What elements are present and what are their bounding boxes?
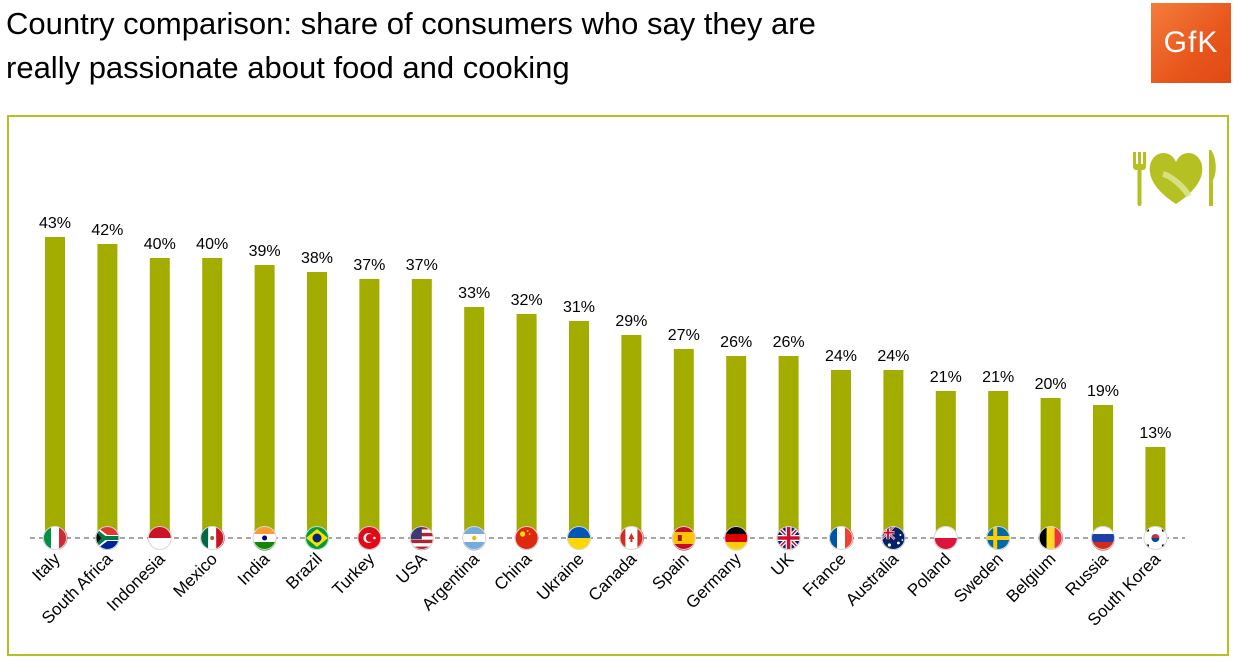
x-tick-label: France [799, 549, 850, 600]
x-tick-label: Canada [585, 549, 641, 605]
data-label: 43% [39, 215, 71, 232]
usa-flag-icon [409, 526, 434, 551]
x-tick-label: USA [392, 549, 431, 588]
data-label: 39% [249, 243, 281, 260]
x-tick-label: Australia [842, 549, 903, 610]
bar-sweden [988, 391, 1009, 538]
bar-russia [1093, 405, 1113, 538]
france-flag-icon [829, 526, 854, 550]
brazil-flag-icon [305, 526, 329, 550]
data-label: 27% [668, 327, 700, 344]
x-tick-label: Italy [28, 549, 64, 585]
australia-flag-icon [881, 526, 906, 550]
bar-poland [935, 391, 956, 538]
x-tick-label: Indonesia [103, 549, 169, 615]
bar-brazil [307, 272, 327, 538]
bar-mexico [202, 258, 223, 538]
data-label: 40% [196, 236, 228, 253]
data-label: 29% [615, 313, 647, 330]
x-tick-label: Turkey [328, 549, 378, 599]
bar-germany [726, 356, 747, 538]
south-africa-flag-icon [95, 526, 120, 550]
russia-flag-icon [1091, 526, 1115, 551]
bar-usa [411, 279, 432, 538]
x-tick-label: China [491, 549, 536, 594]
sweden-flag-icon [986, 526, 1011, 550]
bar-argentina [464, 307, 485, 538]
x-tick-label: Mexico [170, 549, 222, 601]
data-label: 31% [563, 299, 595, 316]
x-tick-label: Spain [648, 549, 692, 593]
canada-flag-icon [619, 526, 644, 550]
uk-flag-icon [776, 526, 801, 550]
ukraine-flag-icon [567, 526, 591, 550]
data-label: 24% [877, 348, 909, 365]
bar-india [254, 265, 275, 538]
x-tick-label: Argentina [418, 549, 483, 614]
x-tick-label: UK [767, 549, 798, 580]
bar-belgium [1040, 398, 1061, 538]
data-label: 38% [301, 250, 333, 267]
data-label: 21% [930, 369, 962, 386]
logo-text: GfK [1163, 26, 1219, 59]
poland-flag-icon [933, 526, 958, 550]
bar-south-korea [1145, 447, 1166, 538]
turkey-flag-icon [357, 526, 382, 550]
chart-title: Country comparison: share of consumers w… [6, 2, 1086, 90]
data-label: 37% [406, 257, 438, 274]
data-label: 13% [1139, 425, 1171, 442]
data-label: 42% [91, 222, 123, 239]
title-line-2: really passionate about food and cooking [6, 50, 570, 85]
gfk-logo: GfK [1151, 3, 1231, 83]
x-tick-label: Brazil [282, 549, 325, 592]
x-tick-label: Sweden [950, 549, 1007, 606]
bar-turkey [359, 279, 380, 538]
data-label: 26% [773, 334, 805, 351]
data-label: 40% [144, 236, 176, 253]
germany-flag-icon [724, 526, 749, 551]
x-tick-label: India [234, 549, 274, 589]
bar-spain [673, 349, 694, 538]
bar-canada [621, 335, 642, 538]
indonesia-flag-icon [147, 526, 172, 550]
data-label: 26% [720, 334, 752, 351]
belgium-flag-icon [1038, 526, 1064, 550]
x-tick-label: Belgium [1003, 549, 1060, 606]
data-label: 21% [982, 369, 1014, 386]
data-label: 32% [511, 292, 543, 309]
argentina-flag-icon [462, 526, 487, 551]
x-tick-label: Ukraine [533, 549, 588, 604]
bar-ukraine [569, 321, 589, 538]
x-tick-label: Poland [904, 549, 955, 600]
bar-france [831, 370, 851, 538]
data-label: 19% [1087, 383, 1119, 400]
south-korea-flag-icon [1143, 526, 1168, 550]
heart-fork-knife-icon [1133, 150, 1216, 206]
china-flag-icon [514, 526, 539, 550]
x-tick-label: Russia [1062, 549, 1113, 600]
data-label: 24% [825, 348, 857, 365]
bar-uk [778, 356, 799, 538]
data-label: 33% [458, 285, 490, 302]
bar-south-africa [97, 244, 118, 538]
bar-indonesia [149, 258, 170, 538]
chart-frame [7, 115, 1229, 656]
italy-flag-icon [43, 526, 68, 550]
data-label: 37% [353, 257, 385, 274]
bar-china [516, 314, 537, 538]
x-tick-label: Germany [682, 549, 745, 612]
title-line-1: Country comparison: share of consumers w… [6, 6, 816, 41]
spain-flag-icon [671, 526, 696, 551]
bar-italy [45, 237, 65, 538]
india-flag-icon [252, 526, 277, 551]
mexico-flag-icon [200, 526, 225, 550]
bar-australia [883, 370, 904, 538]
data-label: 20% [1035, 376, 1067, 393]
